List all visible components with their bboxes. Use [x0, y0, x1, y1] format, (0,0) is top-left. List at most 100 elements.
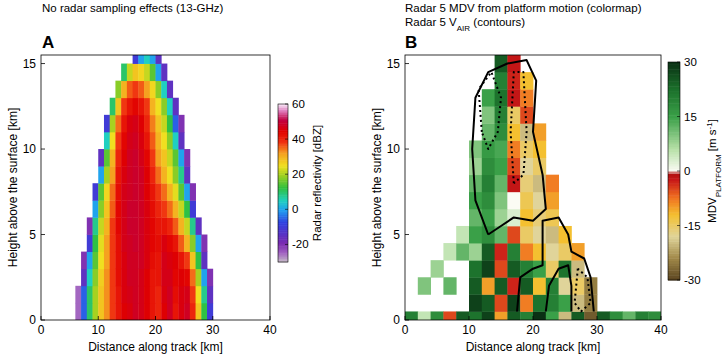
cell [87, 252, 93, 269]
cell [520, 294, 533, 311]
cell [623, 311, 636, 320]
cell [167, 166, 173, 183]
y-tick-label: 5 [29, 228, 36, 242]
cell [456, 311, 469, 320]
cell [150, 269, 156, 286]
cell [184, 166, 190, 183]
cell [138, 235, 144, 252]
cell [93, 269, 99, 286]
cell [495, 260, 508, 277]
cell [161, 98, 167, 115]
cell [456, 243, 469, 260]
cell [173, 115, 179, 132]
cell [495, 243, 508, 260]
cell [161, 183, 167, 200]
y-tick-label: 0 [393, 313, 400, 327]
cell [133, 98, 139, 115]
cell [127, 81, 133, 98]
cell [418, 277, 431, 294]
cell [207, 303, 213, 320]
cell [81, 269, 87, 286]
cell [115, 149, 121, 166]
cell [138, 286, 144, 303]
cell [133, 303, 139, 320]
cell [161, 149, 167, 166]
cell [190, 183, 196, 200]
cell [150, 98, 156, 115]
x-tick [533, 316, 534, 320]
cell [161, 252, 167, 269]
cell [184, 303, 190, 320]
cell [98, 235, 104, 252]
cell [507, 243, 520, 260]
cell [469, 243, 482, 260]
cell [167, 149, 173, 166]
contour [472, 60, 546, 234]
cell [173, 217, 179, 234]
cell [156, 269, 162, 286]
cell [104, 115, 110, 132]
cell [482, 123, 495, 140]
cell [469, 140, 482, 157]
cell [482, 89, 495, 106]
cell [156, 183, 162, 200]
cell [150, 217, 156, 234]
cell [150, 55, 156, 64]
cell [156, 64, 162, 81]
cell [520, 72, 533, 89]
cell [156, 217, 162, 234]
cell [104, 303, 110, 320]
cell [546, 226, 559, 243]
cell [121, 132, 127, 149]
cell [127, 98, 133, 115]
cell [150, 115, 156, 132]
cell [133, 183, 139, 200]
cell [115, 286, 121, 303]
cell [520, 175, 533, 192]
cell [121, 149, 127, 166]
cell [520, 209, 533, 226]
cell [138, 269, 144, 286]
x-tick-label: 30 [206, 323, 220, 337]
cell [110, 115, 116, 132]
cell [190, 286, 196, 303]
cell [533, 294, 546, 311]
cell [115, 166, 121, 183]
cell [571, 277, 584, 294]
cell [110, 252, 116, 269]
y-tick-label: 15 [387, 57, 401, 71]
cell [469, 311, 482, 320]
cell [156, 166, 162, 183]
cell [546, 192, 559, 209]
cell [133, 81, 139, 98]
x-tick [597, 316, 598, 320]
cell [196, 252, 202, 269]
cell [144, 269, 150, 286]
cell [98, 217, 104, 234]
cell [115, 132, 121, 149]
y-tick-label: 0 [29, 313, 36, 327]
cells [75, 55, 213, 320]
cell [495, 192, 508, 209]
colorbar-tick [285, 244, 288, 245]
cell [184, 149, 190, 166]
x-tick [661, 316, 662, 320]
cell [482, 294, 495, 311]
cell [115, 98, 121, 115]
cell [495, 175, 508, 192]
cell [121, 183, 127, 200]
cell [121, 235, 127, 252]
colorbar-tick-label: -30 [684, 274, 701, 286]
cell [98, 252, 104, 269]
cell [161, 132, 167, 149]
cell [443, 311, 456, 320]
y-tick [41, 320, 45, 321]
colorbar-tick [677, 116, 680, 117]
subtitle: Radar 5 MDV from platform motion (colorm… [405, 2, 642, 14]
cell [173, 269, 179, 286]
x-tick-label: 10 [462, 323, 476, 337]
cell [144, 166, 150, 183]
cell [482, 311, 495, 320]
cell [173, 235, 179, 252]
cell [138, 303, 144, 320]
